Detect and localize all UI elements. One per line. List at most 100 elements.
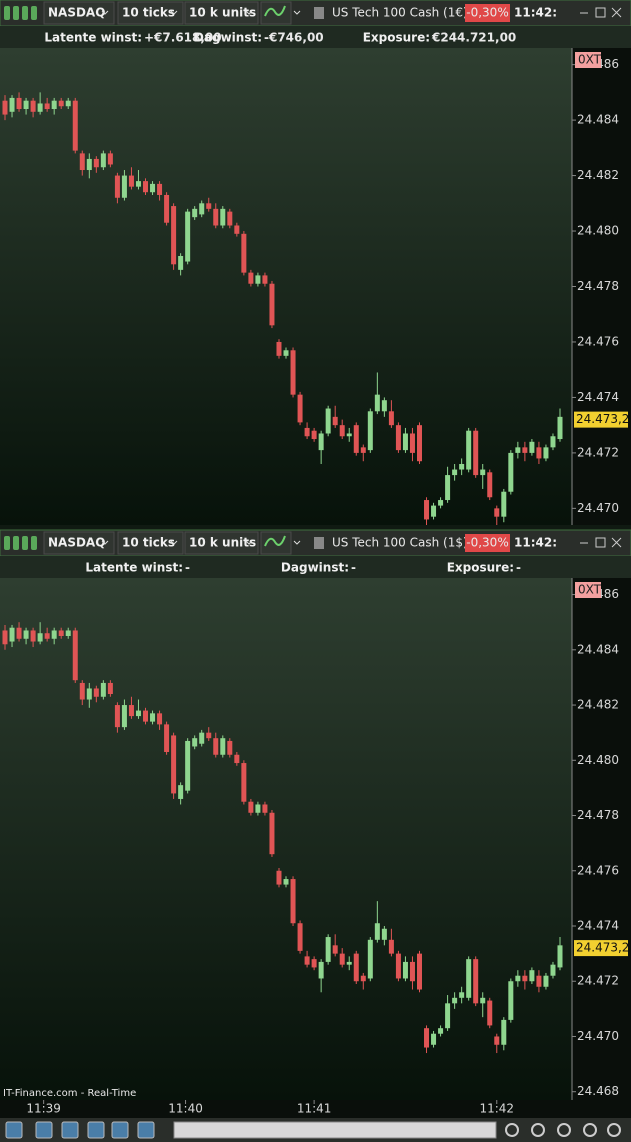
window-controls[interactable]	[580, 7, 622, 18]
info-icon[interactable]	[314, 537, 324, 549]
candle-body	[255, 275, 261, 284]
y-tick-label: 24.474	[577, 390, 619, 404]
info-icon[interactable]	[314, 7, 324, 19]
candle-body	[543, 447, 549, 459]
dropdown-label: 10 k units	[189, 536, 256, 550]
instrument-name: US Tech 100 Cash (1$)	[332, 536, 468, 550]
candle-body	[416, 953, 422, 990]
price-axis	[572, 48, 631, 525]
dropdown[interactable]	[117, 531, 184, 555]
candle-body	[100, 153, 106, 168]
candle-body	[107, 153, 113, 165]
last-price-box	[574, 940, 628, 957]
candle-body	[37, 103, 43, 112]
candle-body	[178, 255, 184, 270]
candle-body	[346, 961, 352, 965]
chevron	[293, 540, 301, 545]
candle-body	[143, 181, 149, 193]
candle-body	[192, 738, 198, 747]
zoom-button[interactable]	[531, 1123, 545, 1137]
toolbar-button[interactable]	[111, 1121, 129, 1139]
zoom-button[interactable]	[607, 1123, 621, 1137]
candles	[2, 622, 563, 1054]
candle-body	[360, 975, 366, 982]
candle-body	[416, 425, 422, 462]
candle-body	[206, 203, 212, 209]
y-tick-label: 24.482	[577, 168, 619, 182]
dropdown-label: NASDAQ	[48, 536, 105, 550]
candle-body	[37, 633, 43, 642]
tool-icon[interactable]	[31, 536, 37, 550]
candle-body	[346, 433, 352, 437]
info-bar	[0, 26, 631, 48]
candle-body	[402, 961, 408, 979]
x-tick-label: 11:40	[168, 1102, 203, 1116]
candle-body	[23, 630, 29, 639]
footer-note: IT-Finance.com - Real-Time	[3, 1088, 136, 1099]
candle-body	[30, 630, 36, 642]
tool-icon[interactable]	[13, 6, 19, 20]
candle-body	[16, 627, 22, 639]
candle-body	[171, 735, 177, 794]
candle-body	[262, 275, 268, 284]
tool-icon[interactable]	[31, 6, 37, 20]
toolbar-button[interactable]	[35, 1121, 53, 1139]
candle-body	[51, 630, 57, 639]
candle-body	[283, 879, 289, 885]
candle-body	[86, 158, 92, 171]
y-tick-label: 24.470	[577, 1029, 619, 1043]
dropdown[interactable]	[184, 531, 259, 555]
candle-body	[178, 785, 184, 799]
price-axis	[572, 578, 631, 1100]
candle-body	[339, 953, 345, 965]
candle-body	[72, 100, 78, 151]
tag-label: 0XT	[578, 583, 602, 597]
tool-icon[interactable]	[22, 6, 28, 20]
candle-body	[248, 272, 254, 284]
candle-body	[374, 923, 380, 940]
candle-body	[9, 627, 15, 642]
dropdown[interactable]	[43, 531, 115, 555]
candle-body	[311, 430, 317, 440]
candle-body	[318, 961, 324, 979]
candle-body	[135, 710, 141, 717]
info-label: Latente winst:	[85, 561, 183, 575]
candle-body	[353, 425, 359, 453]
scrollbar[interactable]	[173, 1121, 497, 1139]
info-label: Exposure:	[447, 561, 514, 575]
tool-icon[interactable]	[4, 6, 10, 20]
tool-icon[interactable]	[13, 536, 19, 550]
dropdown[interactable]	[43, 1, 115, 25]
candle-body	[339, 425, 345, 437]
candle-body	[487, 472, 493, 498]
toolbar-button[interactable]	[5, 1121, 23, 1139]
toolbar-button[interactable]	[87, 1121, 105, 1139]
candle-body	[501, 1019, 507, 1045]
dropdown[interactable]	[184, 1, 259, 25]
candle-body	[445, 475, 451, 501]
toolbar-button[interactable]	[61, 1121, 79, 1139]
zoom-button[interactable]	[583, 1123, 597, 1137]
candle-body	[424, 1028, 430, 1048]
candle-body	[522, 975, 528, 982]
candle-body	[438, 500, 444, 506]
tool-icon[interactable]	[4, 536, 10, 550]
dropdown[interactable]	[117, 1, 184, 25]
candle-body	[515, 447, 521, 453]
candle-body	[367, 411, 373, 451]
candle-body	[199, 732, 205, 744]
tool-icon[interactable]	[22, 536, 28, 550]
toolbar-button[interactable]	[137, 1121, 155, 1139]
candle-body	[304, 956, 310, 965]
zoom-button[interactable]	[505, 1123, 519, 1137]
candle-body	[107, 682, 113, 694]
zoom-button[interactable]	[557, 1123, 571, 1137]
candle-body	[213, 208, 219, 226]
window-controls[interactable]	[580, 537, 622, 548]
info-bar	[0, 556, 631, 578]
candle-body	[58, 630, 64, 636]
info-label: Exposure:	[363, 31, 430, 45]
candle-body	[445, 1003, 451, 1029]
candle-body	[381, 400, 387, 412]
candle-body	[360, 447, 366, 453]
